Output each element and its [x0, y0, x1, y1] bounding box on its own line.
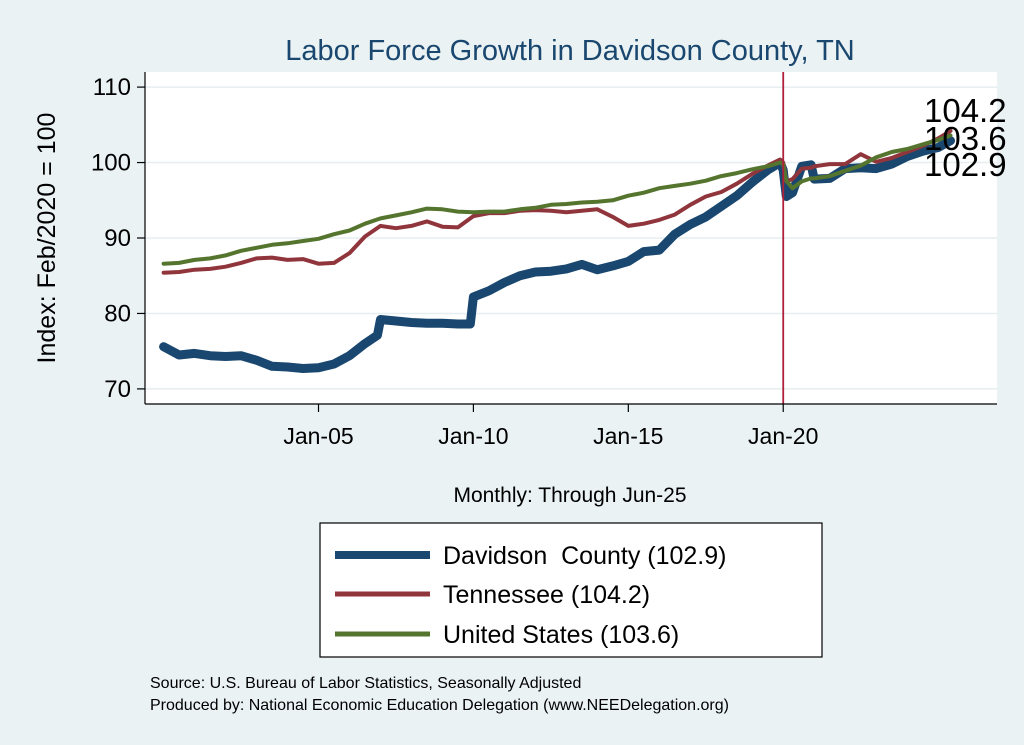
y-tick-label: 100 [91, 150, 131, 177]
y-axis-label: Index: Feb/2020 = 100 [33, 113, 61, 364]
y-tick-label: 80 [104, 300, 131, 327]
series-line-0 [159, 136, 955, 373]
y-tick-label: 110 [93, 74, 131, 101]
produced-by-note: Produced by: National Economic Education… [150, 697, 729, 714]
grid-lines [145, 86, 997, 390]
series-line-2 [161, 133, 953, 266]
y-tick-label: 70 [104, 376, 131, 403]
x-tick-label: Jan-20 [748, 423, 818, 449]
legend-label-2: United States (103.6) [443, 621, 679, 649]
x-tick-label: Jan-05 [283, 423, 353, 449]
end-value-label: 104.2 [924, 92, 1007, 129]
legend-label-1: Tennessee (104.2) [443, 581, 650, 609]
series-line-1 [161, 128, 953, 275]
y-tick-label: 90 [104, 225, 131, 252]
end-value-label: 103.6 [924, 120, 1007, 157]
x-axis-label: Monthly: Through Jun-25 [453, 484, 686, 507]
chart-title: Labor Force Growth in Davidson County, T… [285, 35, 855, 67]
x-tick-label: Jan-10 [438, 423, 508, 449]
end-value-label: 102.9 [924, 146, 1007, 183]
legend: Davidson County (102.9) Tennessee (104.2)… [335, 542, 726, 649]
x-tick-label: Jan-15 [593, 423, 663, 449]
legend-label-0: Davidson County (102.9) [443, 542, 726, 570]
tick-labels: 70 80 90 100 110 Jan-05 Jan-10 Jan-15 Jan-20 [91, 74, 818, 449]
series-lines [159, 72, 955, 404]
source-note: Source: U.S. Bureau of Labor Statistics,… [150, 675, 581, 692]
